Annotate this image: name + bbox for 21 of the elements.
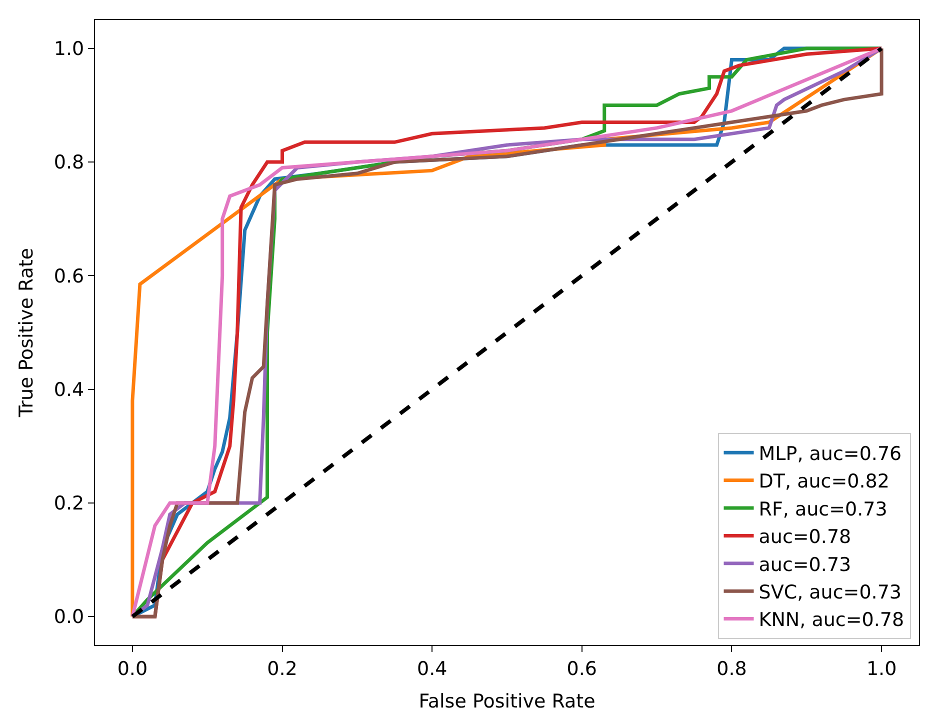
- y-tick-label: 0.4: [54, 378, 84, 401]
- x-axis-title: False Positive Rate: [418, 690, 596, 713]
- legend-label: KNN, auc=0.78: [758, 609, 904, 632]
- x-tick-label: 0.6: [566, 658, 598, 680]
- legend-label: DT, auc=0.82: [758, 470, 890, 493]
- x-tick-label: 0.4: [416, 658, 448, 680]
- x-tick-label: 1.0: [866, 658, 897, 680]
- legend-label: MLP, auc=0.76: [758, 443, 902, 466]
- legend-label: SVC, auc=0.73: [758, 582, 902, 604]
- x-tick-label: 0.8: [716, 658, 747, 680]
- y-tick-label: 0.6: [54, 265, 84, 288]
- y-tick-label: 1.0: [54, 38, 84, 60]
- legend-label: auc=0.78: [758, 526, 852, 548]
- y-tick-label: 0.8: [54, 152, 84, 174]
- x-tick-label: 0.0: [117, 658, 148, 680]
- y-tick-label: 0.0: [54, 606, 84, 628]
- x-tick-label: 0.2: [267, 658, 298, 680]
- y-axis-title: True Positive Rate: [16, 248, 38, 418]
- legend-label: auc=0.73: [758, 554, 852, 576]
- legend-label: RF, auc=0.73: [758, 498, 888, 520]
- y-tick-label: 0.2: [54, 492, 84, 515]
